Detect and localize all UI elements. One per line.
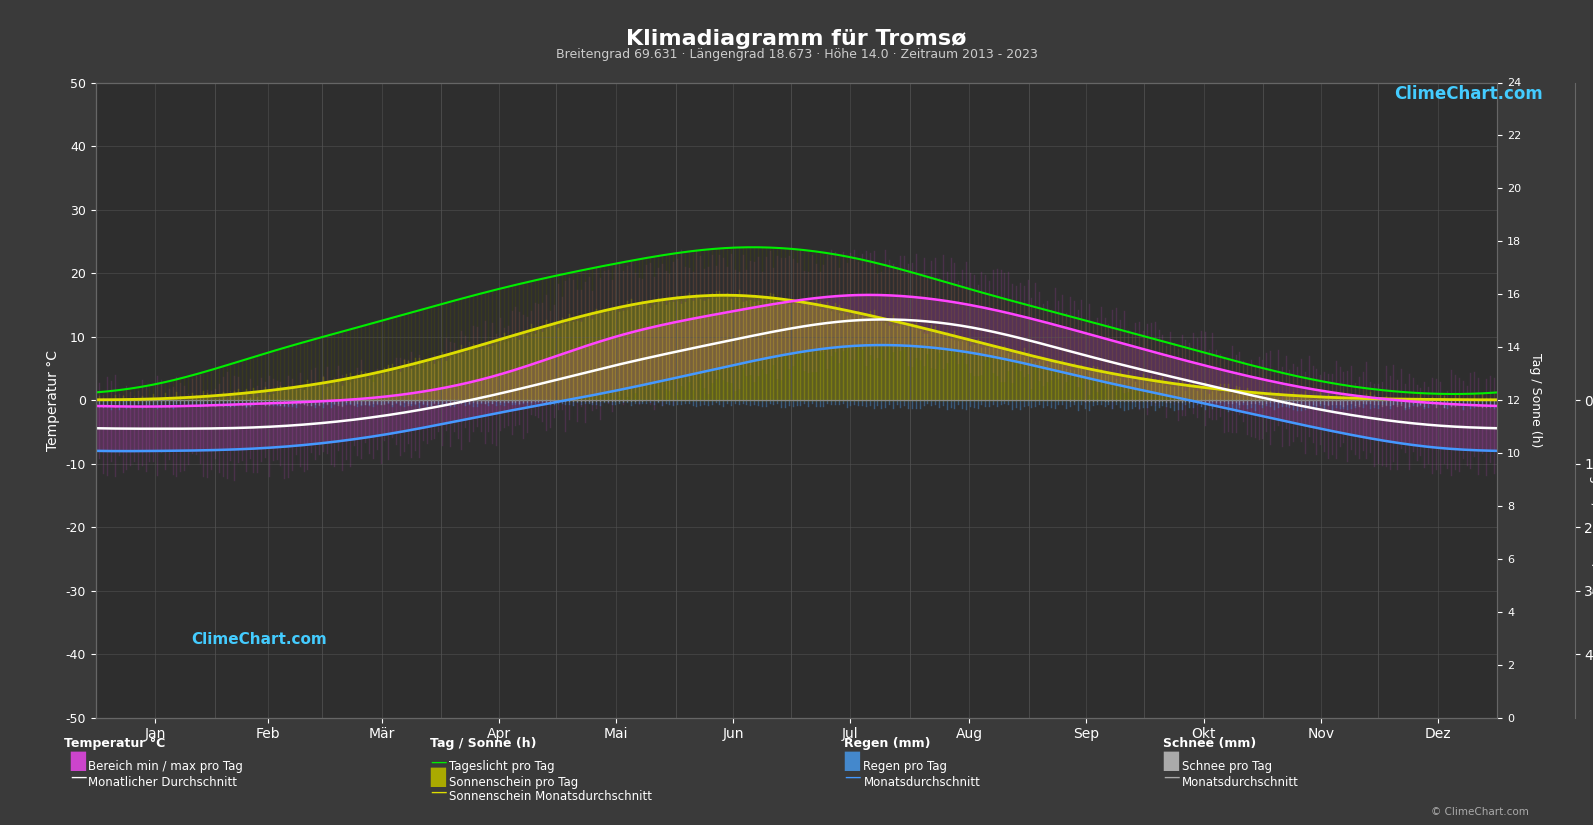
Text: Schnee (mm): Schnee (mm): [1163, 737, 1257, 750]
Text: Sonnenschein pro Tag: Sonnenschein pro Tag: [449, 776, 578, 789]
Text: Sonnenschein Monatsdurchschnitt: Sonnenschein Monatsdurchschnitt: [449, 790, 652, 804]
Text: —: —: [430, 783, 446, 801]
Text: Regen (mm): Regen (mm): [844, 737, 930, 750]
Text: —: —: [430, 752, 446, 771]
Text: █: █: [430, 768, 444, 787]
Text: —: —: [70, 768, 86, 786]
Text: Tageslicht pro Tag: Tageslicht pro Tag: [449, 760, 554, 773]
Text: Bereich min / max pro Tag: Bereich min / max pro Tag: [88, 760, 242, 773]
Text: Klimadiagramm für Tromsø: Klimadiagramm für Tromsø: [626, 29, 967, 49]
Text: Regen pro Tag: Regen pro Tag: [863, 760, 948, 773]
Text: Monatsdurchschnitt: Monatsdurchschnitt: [1182, 776, 1298, 789]
Text: ClimeChart.com: ClimeChart.com: [1394, 85, 1542, 103]
Text: Breitengrad 69.631 · Längengrad 18.673 · Höhe 14.0 · Zeitraum 2013 - 2023: Breitengrad 69.631 · Längengrad 18.673 ·…: [556, 48, 1037, 61]
Text: Temperatur °C: Temperatur °C: [64, 737, 166, 750]
Y-axis label: Temperatur °C: Temperatur °C: [46, 350, 61, 450]
Text: █: █: [1163, 752, 1177, 771]
Text: █: █: [70, 752, 84, 771]
Y-axis label: Tag / Sonne (h): Tag / Sonne (h): [1529, 353, 1542, 447]
Text: ClimeChart.com: ClimeChart.com: [191, 631, 327, 647]
Text: —: —: [1163, 768, 1179, 786]
Text: Monatlicher Durchschnitt: Monatlicher Durchschnitt: [88, 776, 237, 789]
Text: © ClimeChart.com: © ClimeChart.com: [1432, 807, 1529, 817]
Text: Monatsdurchschnitt: Monatsdurchschnitt: [863, 776, 980, 789]
Text: Schnee pro Tag: Schnee pro Tag: [1182, 760, 1273, 773]
Text: █: █: [844, 752, 859, 771]
Text: Tag / Sonne (h): Tag / Sonne (h): [430, 737, 537, 750]
Text: —: —: [844, 768, 860, 786]
Text: Regen / Schnee (mm): Regen / Schnee (mm): [1590, 459, 1593, 596]
